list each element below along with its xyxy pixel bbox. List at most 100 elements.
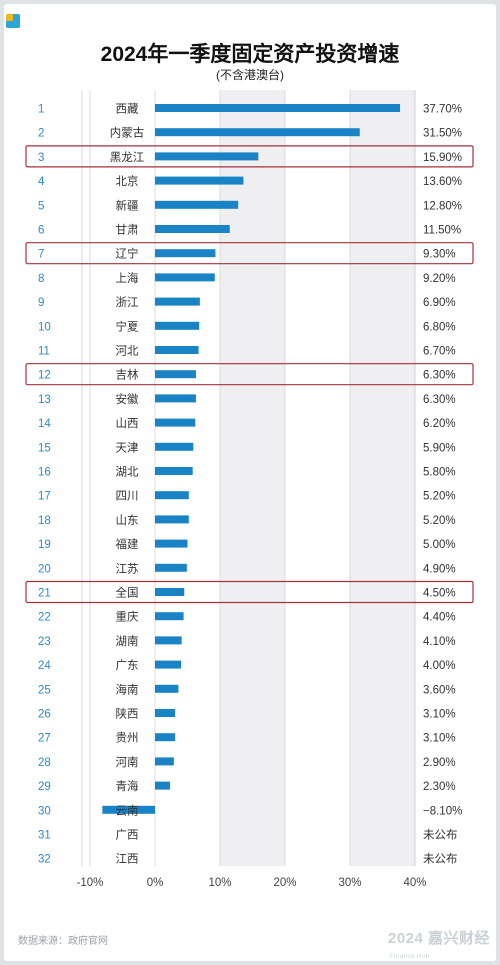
bar	[155, 709, 176, 717]
rank-label: 19	[38, 539, 51, 551]
rank-label: 30	[38, 805, 51, 817]
value-label: 4.50%	[423, 588, 456, 600]
value-label: 4.00%	[423, 660, 456, 672]
province-label: 河南	[116, 755, 139, 769]
rank-label: 17	[38, 491, 51, 503]
rank-label: 23	[38, 636, 51, 648]
province-label: 四川	[116, 490, 139, 503]
rank-label: 12	[38, 370, 51, 382]
bar	[155, 757, 174, 766]
province-label: 云南	[116, 803, 139, 817]
value-label: 4.90%	[423, 563, 456, 575]
value-label: 6.80%	[423, 321, 456, 333]
bar	[155, 273, 215, 282]
highlight-box-3	[25, 145, 474, 168]
province-label: 北京	[116, 174, 139, 188]
rank-label: 14	[38, 418, 51, 430]
province-label: 江西	[116, 853, 139, 866]
bar	[155, 491, 189, 500]
province-label: 福建	[116, 537, 139, 551]
province-label: 河北	[116, 345, 139, 358]
bar	[155, 612, 184, 621]
value-label: 6.90%	[423, 297, 456, 309]
x-tick-label: 10%	[208, 877, 231, 889]
bar	[155, 346, 199, 354]
value-label: 3.10%	[423, 733, 456, 745]
rank-label: 15	[38, 442, 51, 454]
value-label: 4.10%	[423, 636, 456, 648]
province-label: 宁夏	[116, 319, 139, 333]
province-label: 重庆	[116, 610, 139, 624]
bar	[155, 660, 181, 669]
value-label: 31.50%	[423, 128, 462, 140]
highlight-box-21	[25, 580, 474, 604]
bar	[155, 104, 401, 112]
rank-label: 26	[38, 709, 51, 721]
highlight-box-12	[25, 363, 474, 386]
bar	[155, 370, 196, 379]
value-label: 6.30%	[423, 370, 456, 382]
province-label: 陕西	[116, 707, 139, 721]
province-label: 浙江	[116, 296, 139, 309]
province-label: 山东	[116, 514, 139, 527]
rank-label: 31	[38, 830, 51, 842]
brand-text: 2024 嘉兴财经	[388, 930, 491, 947]
bar	[155, 225, 230, 233]
rank-label: 22	[38, 612, 51, 624]
bar	[155, 176, 244, 185]
rank-label: 32	[38, 854, 51, 866]
rank-label: 21	[38, 588, 51, 600]
value-label: 5.20%	[423, 491, 456, 503]
value-label: 9.20%	[423, 273, 456, 285]
bar	[155, 563, 187, 572]
value-label: 13.60%	[423, 176, 462, 188]
value-label: 3.60%	[423, 684, 456, 696]
value-label: 3.10%	[423, 709, 456, 721]
value-label: 6.20%	[423, 418, 456, 430]
province-label: 新疆	[116, 198, 139, 212]
rank-label: 3	[38, 152, 44, 164]
province-label: 广西	[116, 829, 139, 842]
bar	[155, 394, 196, 403]
rank-label: 20	[38, 563, 51, 575]
bar	[155, 321, 200, 330]
province-label: 湖北	[116, 465, 139, 479]
rank-label: 11	[38, 346, 50, 358]
rank-label: 25	[38, 684, 51, 696]
rank-label: 18	[38, 515, 51, 527]
bar	[155, 200, 239, 209]
value-label: 未公布	[423, 829, 458, 842]
value-label: 9.30%	[423, 249, 456, 261]
rank-label: 5	[38, 200, 44, 212]
province-label: 全国	[116, 586, 139, 600]
value-label: 5.90%	[423, 442, 456, 454]
province-label: 甘肃	[116, 224, 139, 237]
bar	[155, 636, 182, 645]
chart-subtitle: (不含港澳台)	[216, 68, 284, 82]
province-label: 西藏	[116, 103, 139, 116]
province-label: 青海	[116, 779, 139, 793]
bar	[102, 805, 155, 814]
value-label: 15.90%	[423, 152, 462, 164]
province-label: 山西	[116, 417, 139, 430]
province-label: 海南	[116, 682, 139, 696]
value-label: 11.50%	[423, 225, 461, 237]
value-label: 4.40%	[423, 612, 456, 624]
bar	[155, 467, 193, 475]
bar	[155, 588, 185, 596]
rank-label: 28	[38, 757, 51, 769]
bar	[155, 152, 259, 161]
rank-label: 13	[38, 394, 51, 406]
value-label: 5.20%	[423, 515, 456, 527]
x-tick-label: 0%	[147, 877, 164, 889]
x-tick-label: 30%	[338, 877, 361, 889]
grid-band-0	[220, 90, 285, 866]
rank-label: 4	[38, 176, 45, 188]
province-label: 上海	[116, 271, 139, 285]
province-label: 广东	[116, 659, 139, 672]
rank-label: 9	[38, 297, 44, 309]
brand-subtext: Finance Hub	[390, 953, 430, 960]
rank-label: 10	[38, 321, 51, 333]
value-label: 5.80%	[423, 467, 456, 479]
